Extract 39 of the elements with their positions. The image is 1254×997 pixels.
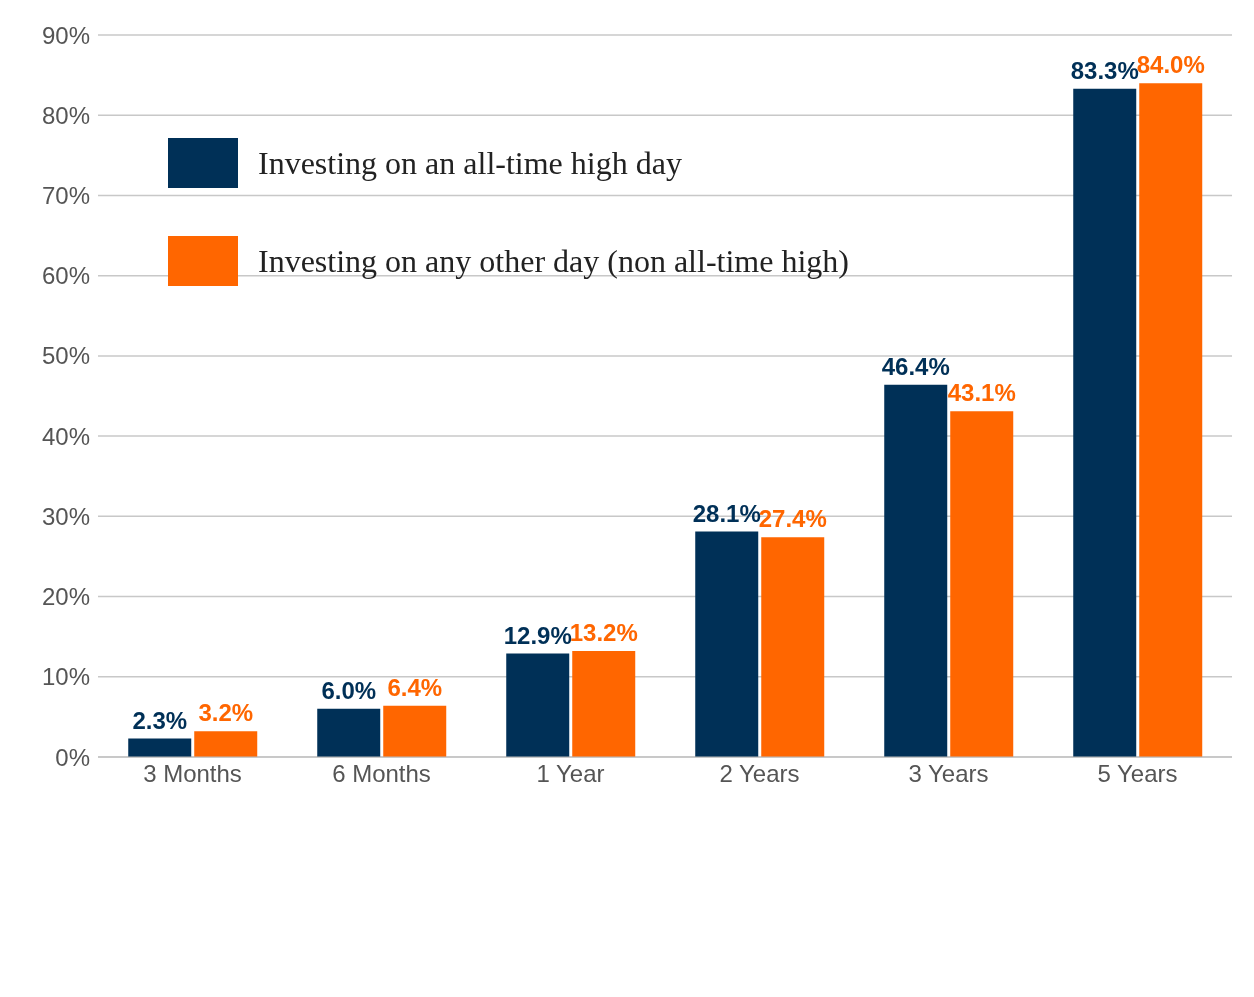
y-tick-label: 90% xyxy=(41,21,90,49)
bar xyxy=(194,731,258,757)
y-tick-label: 10% xyxy=(41,663,90,691)
data-label: 6.4% xyxy=(387,673,443,701)
data-label: 2.3% xyxy=(132,706,188,734)
x-tick-label: 5 Years xyxy=(1097,760,1178,788)
bar xyxy=(1073,88,1137,757)
y-tick-label: 70% xyxy=(41,181,90,209)
bar xyxy=(506,653,570,757)
data-label: 3.2% xyxy=(198,699,254,727)
bar xyxy=(572,651,636,757)
bar xyxy=(695,531,759,757)
y-tick-label: 30% xyxy=(41,502,90,530)
x-tick-label: 6 Months xyxy=(332,760,431,788)
y-tick-label: 80% xyxy=(41,101,90,129)
y-tick-label: 20% xyxy=(41,583,90,611)
bar xyxy=(761,537,825,757)
x-tick-label: 3 Years xyxy=(908,760,989,788)
data-label: 46.4% xyxy=(881,352,950,380)
y-tick-label: 50% xyxy=(41,342,90,370)
x-tick-label: 1 Year xyxy=(536,760,605,788)
y-tick-label: 0% xyxy=(55,743,90,771)
bar xyxy=(128,738,192,757)
bar xyxy=(317,708,381,757)
bar xyxy=(950,411,1014,757)
data-label: 12.9% xyxy=(503,621,572,649)
data-label: 83.3% xyxy=(1070,56,1139,84)
bar xyxy=(884,384,948,757)
bar xyxy=(1139,83,1203,757)
y-tick-label: 60% xyxy=(41,262,90,290)
data-label: 27.4% xyxy=(758,505,827,533)
legend-label: Investing on any other day (non all-time high) xyxy=(258,242,849,280)
data-label: 6.0% xyxy=(321,676,377,704)
y-tick-label: 40% xyxy=(41,422,90,450)
x-tick-label: 3 Months xyxy=(143,760,242,788)
x-tick-label: 2 Years xyxy=(719,760,800,788)
bar xyxy=(383,705,447,757)
legend-label: Investing on an all-time high day xyxy=(258,144,682,182)
data-label: 43.1% xyxy=(947,379,1016,407)
